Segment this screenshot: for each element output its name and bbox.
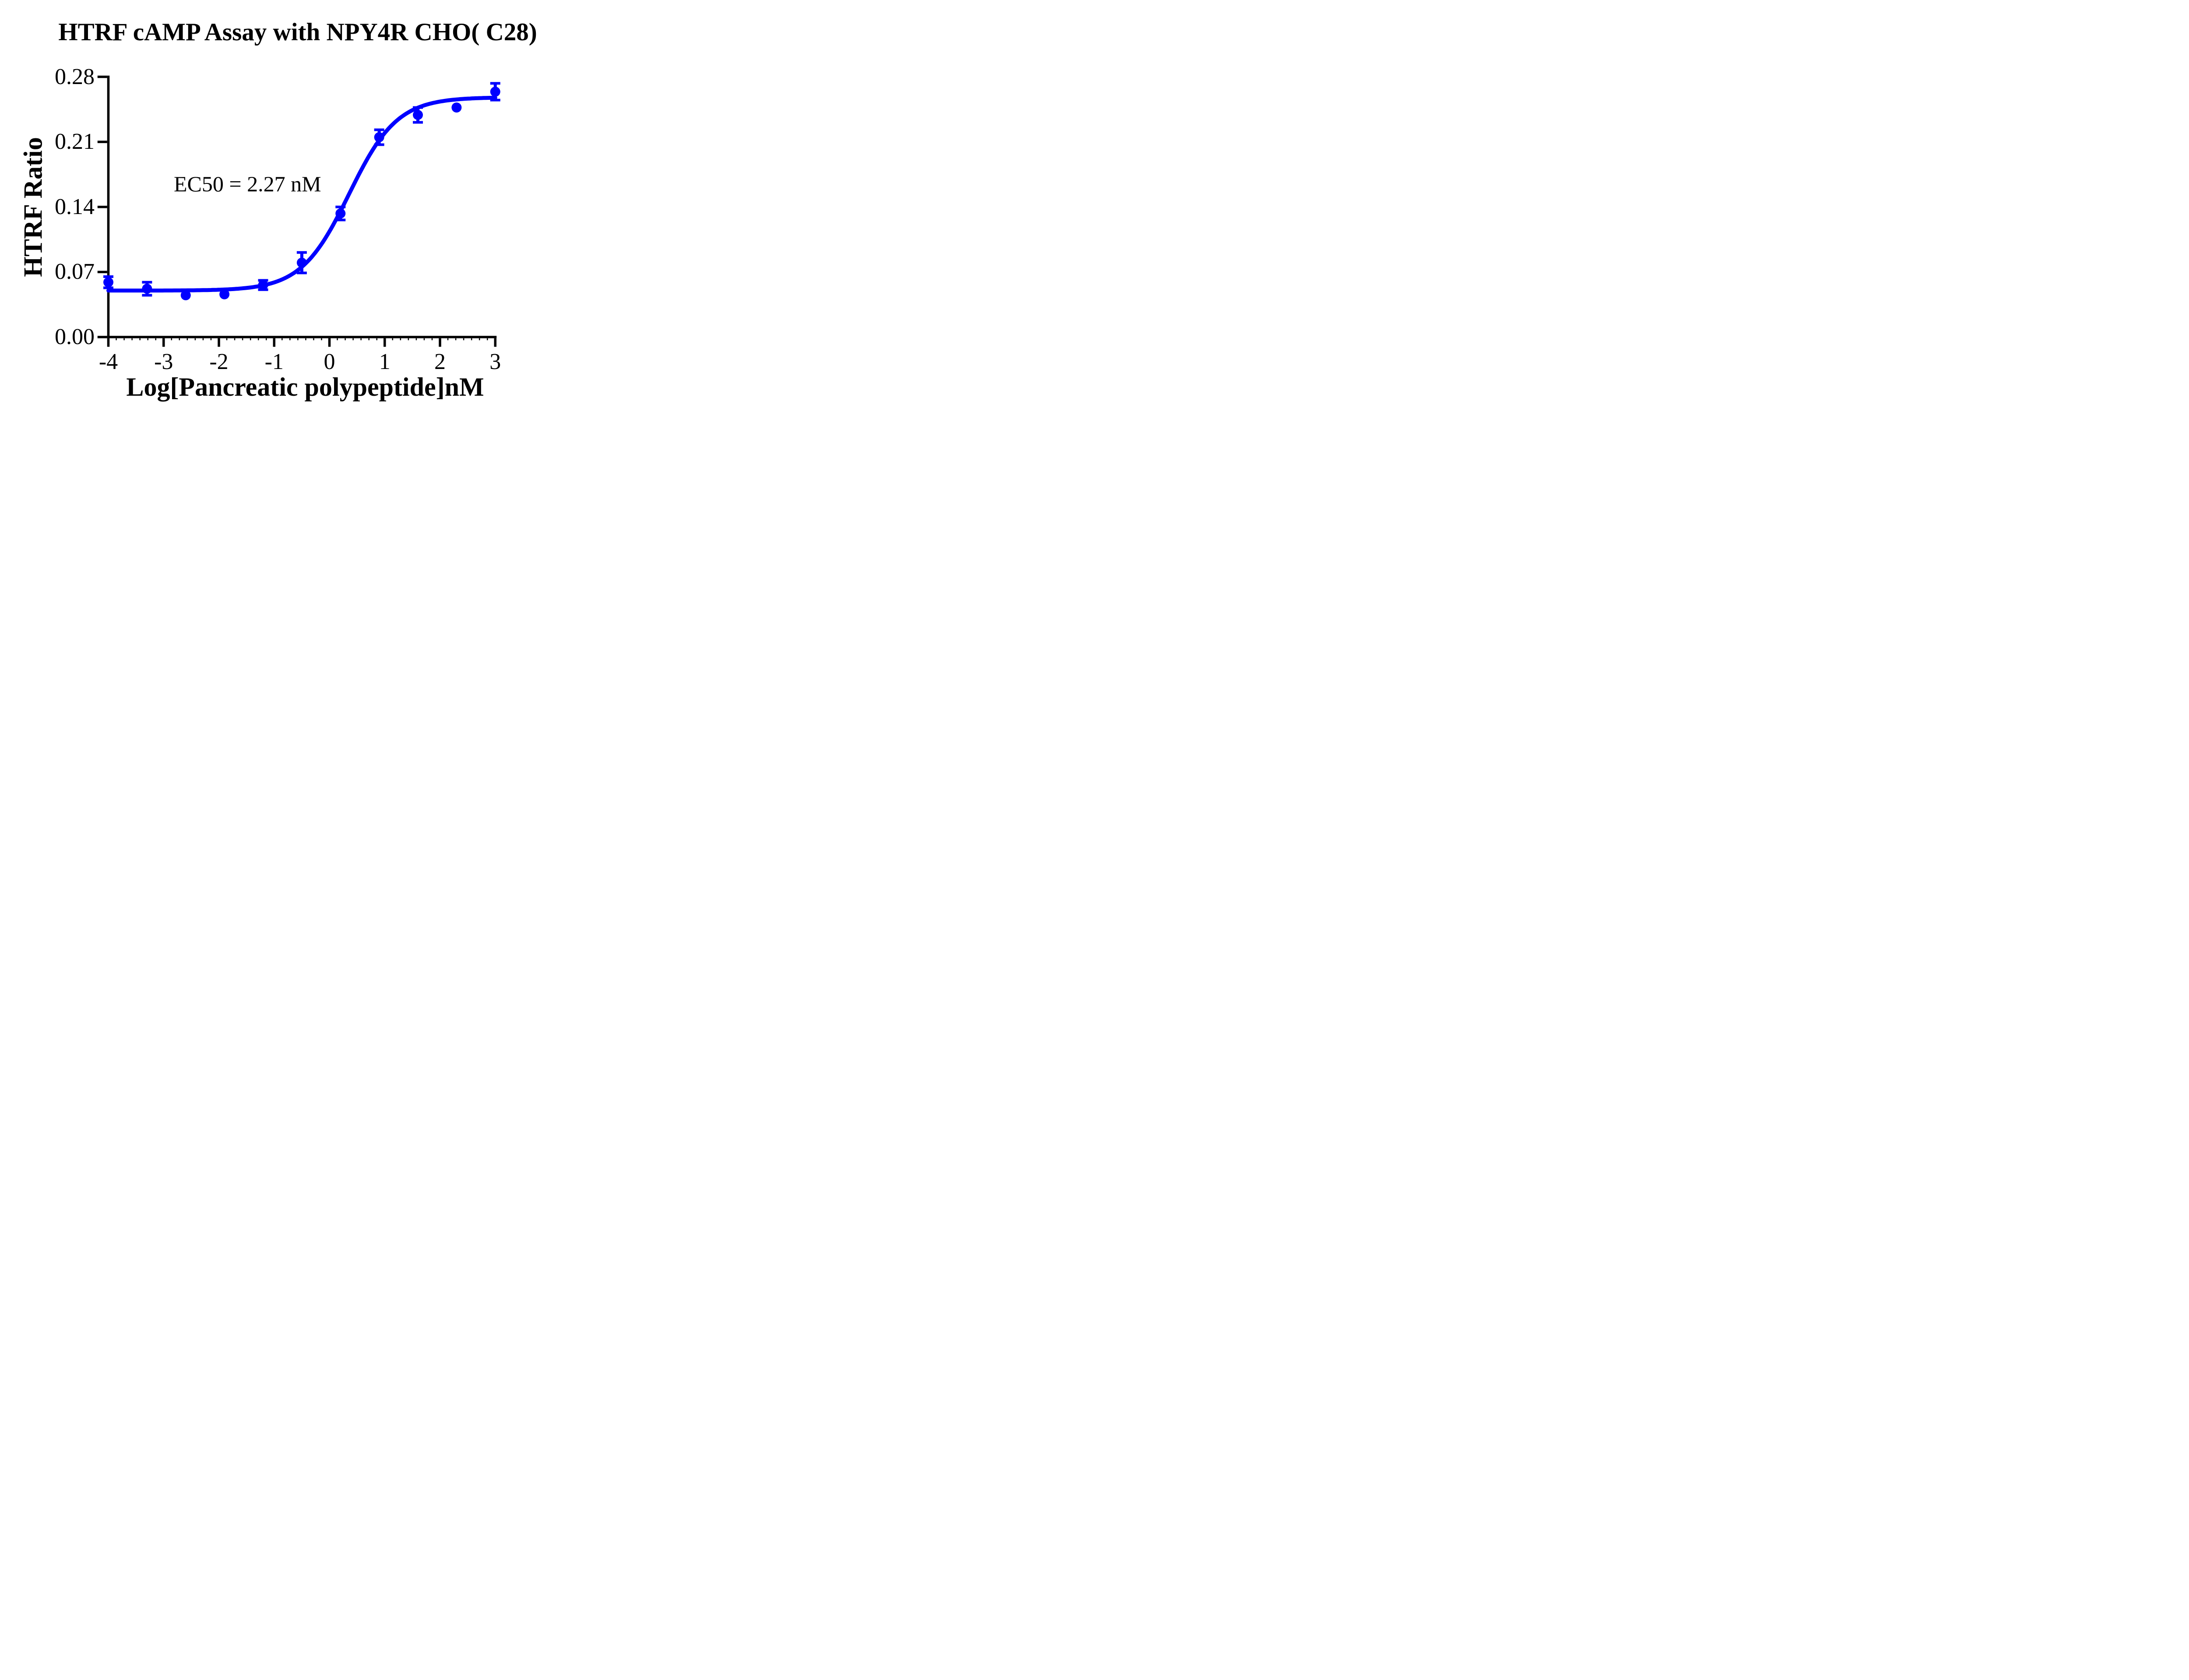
plot-area	[97, 75, 500, 347]
data-point	[451, 102, 462, 113]
y-axis-title: HTRF Ratio	[18, 137, 48, 277]
x-tick-label: -2	[209, 349, 229, 374]
data-point	[180, 290, 191, 300]
data-point	[296, 257, 307, 268]
y-tick-label: 0.00	[55, 324, 95, 349]
x-tick-label: -1	[264, 349, 284, 374]
x-tick-label: 3	[489, 349, 501, 374]
chart-canvas: HTRF cAMP Assay with NPY4R CHO( C28) HTR…	[0, 0, 580, 420]
x-tick-label: 1	[379, 349, 391, 374]
y-tick-label: 0.07	[55, 259, 95, 285]
x-tick-label: 2	[434, 349, 446, 374]
data-point	[142, 284, 152, 294]
y-tick-label: 0.14	[55, 194, 95, 219]
x-tick-label: 0	[324, 349, 335, 374]
y-tick-label: 0.28	[55, 64, 95, 89]
x-tick-label: -3	[154, 349, 173, 374]
x-axis-title: Log[Pancreatic polypeptide]nM	[126, 373, 484, 401]
data-point	[335, 208, 346, 219]
data-point	[374, 132, 384, 143]
data-point	[103, 277, 113, 288]
x-tick-label: -4	[99, 349, 118, 374]
data-point	[413, 110, 423, 120]
data-point	[258, 280, 268, 290]
chart-title: HTRF cAMP Assay with NPY4R CHO( C28)	[58, 18, 537, 46]
data-point	[490, 86, 500, 97]
y-tick-label: 0.21	[55, 129, 95, 155]
ec50-annotation: EC50 = 2.27 nM	[174, 172, 321, 196]
data-point	[219, 289, 230, 299]
